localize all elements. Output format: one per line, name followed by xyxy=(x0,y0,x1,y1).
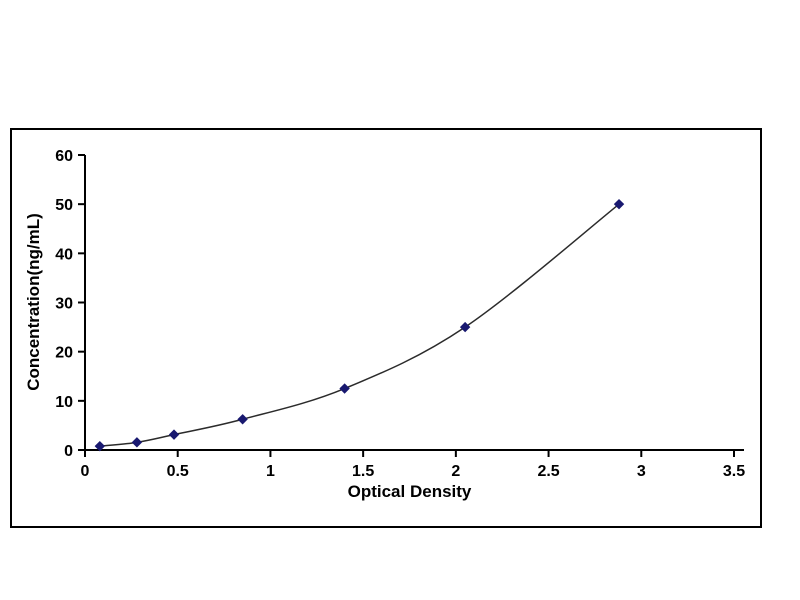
x-tick-label: 3.5 xyxy=(723,463,745,480)
y-tick-label: 20 xyxy=(55,345,73,362)
y-tick-label: 60 xyxy=(55,148,73,165)
x-tick-label: 2.5 xyxy=(537,463,559,480)
standard-curve-line xyxy=(99,203,620,447)
data-point-marker xyxy=(459,321,471,333)
data-point-marker xyxy=(237,414,248,425)
data-point-marker xyxy=(339,383,350,394)
y-axis-title: Concentration(ng/mL) xyxy=(24,213,43,391)
x-tick-label: 0.5 xyxy=(167,463,189,480)
x-tick-label: 0 xyxy=(81,463,90,480)
x-tick-label: 1 xyxy=(266,463,275,480)
chart-frame: 0 0.5 1 1.5 2 2.5 3 3.5 0 10 20 30 40 50 60 Concentrat… xyxy=(10,128,762,528)
data-point-marker xyxy=(131,437,143,448)
y-tick-label: 30 xyxy=(55,296,73,313)
y-tick-label: 0 xyxy=(64,443,73,460)
x-axis-title: Optical Density xyxy=(347,482,472,501)
x-tick-label: 3 xyxy=(637,463,646,480)
y-tick-label: 50 xyxy=(55,197,73,214)
standard-curve-plot: 0 0.5 1 1.5 2 2.5 3 3.5 0 10 20 30 40 50 60 xyxy=(55,148,745,480)
y-tick-label: 10 xyxy=(55,394,73,411)
data-point-marker xyxy=(613,198,625,210)
y-tick-label: 40 xyxy=(55,246,73,263)
data-point-marker xyxy=(94,440,106,452)
x-tick-label: 2 xyxy=(451,463,460,480)
x-tick-label: 1.5 xyxy=(352,463,374,480)
data-point-marker xyxy=(168,429,180,440)
